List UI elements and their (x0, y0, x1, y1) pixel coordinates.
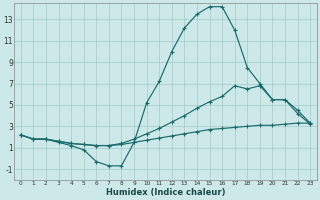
X-axis label: Humidex (Indice chaleur): Humidex (Indice chaleur) (106, 188, 225, 197)
